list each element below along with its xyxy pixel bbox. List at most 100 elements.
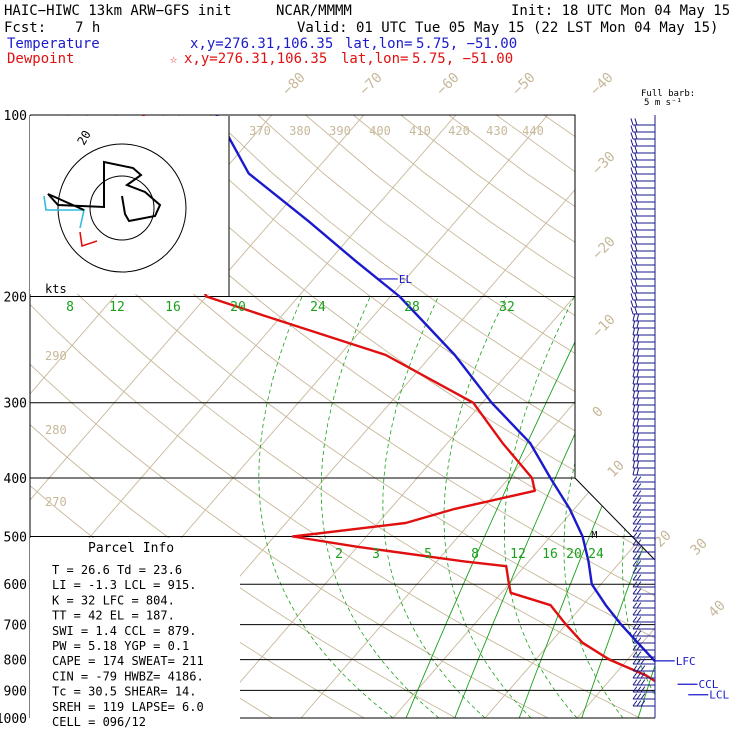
wind-barb-flag — [634, 125, 638, 133]
mixing-ratio-tick-label: 16 — [542, 547, 558, 562]
wind-barb-flag — [632, 637, 638, 644]
isotherm-tick-label: −60 — [434, 70, 463, 99]
isotherm-tick-label: −50 — [510, 70, 539, 99]
wind-barb-flag — [634, 307, 638, 315]
wind-barb-flag — [636, 665, 642, 672]
hodograph-trace-black — [47, 160, 162, 223]
wind-barb-flag — [634, 286, 638, 294]
wind-barb-flag — [634, 153, 638, 161]
wind-barb-flag — [634, 216, 638, 224]
wind-barb-flag — [636, 405, 640, 413]
wind-barb-flag — [632, 609, 638, 616]
wind-barb-flag — [632, 468, 636, 476]
wind-barb-flag — [636, 342, 640, 350]
wind-barb-flag — [636, 679, 642, 686]
wind-barb-flag — [634, 167, 638, 175]
theta-tick-label: 410 — [409, 124, 431, 138]
wind-barb-flag — [632, 461, 636, 469]
wind-barb-flag — [632, 616, 638, 623]
dry-adiabat-line — [353, 115, 655, 718]
wind-barb-flag — [632, 693, 638, 700]
wind-barb-flag — [634, 265, 638, 273]
wind-barb-flag — [632, 658, 638, 665]
wind-barb-flag — [634, 237, 638, 245]
theta-tick-label: 280 — [45, 423, 67, 437]
wind-barb-flag — [632, 426, 636, 434]
wind-barb-flag — [636, 426, 640, 434]
parcel-info-row: CIN = -79 HWBZ= 4186. — [52, 669, 204, 683]
dry-adiabat-line — [114, 115, 655, 718]
wind-barb-flag — [632, 433, 636, 441]
wind-barb-flag — [630, 118, 634, 126]
isotherm-tick-label: 40 — [706, 598, 729, 621]
wind-barb-flag — [632, 497, 638, 504]
wind-barb-flag — [632, 398, 636, 406]
isotherm-line — [392, 115, 655, 718]
pressure-tick-label: 100 — [4, 109, 27, 124]
wind-barb-flag — [632, 546, 638, 553]
mixing-ratio-tick-label: 28 — [404, 300, 420, 315]
temperature-latlon-label: lat,lon= — [345, 36, 412, 52]
dry-adiabat-line — [162, 115, 655, 718]
wind-barb-flag — [630, 202, 634, 210]
dry-adiabat-line — [448, 115, 655, 718]
parcel-info-row: T = 26.6 Td = 23.6 — [52, 563, 182, 577]
wind-barb-flag — [636, 433, 640, 441]
theta-tick-label: 400 — [369, 124, 391, 138]
wind-barb-flag — [632, 314, 636, 322]
parcel-info-panel: Parcel Info T = 26.6 Td = 23.6LI = -1.3 … — [30, 538, 240, 729]
isotherm-tick-label: −10 — [590, 312, 619, 341]
wind-barb-flag — [636, 546, 642, 553]
wind-barb-flag — [640, 686, 646, 693]
isotherm-line — [30, 115, 365, 718]
level-marker-label: EL — [399, 273, 413, 286]
wind-barb-flag — [634, 132, 638, 140]
theta-tick-label: 430 — [486, 124, 508, 138]
moist-adiabat-line — [622, 296, 655, 718]
mixing-ratio-line — [581, 296, 655, 718]
pressure-tick-label: 400 — [4, 472, 27, 487]
dry-adiabat-line — [687, 115, 740, 718]
pressure-tick-label: 900 — [4, 684, 27, 699]
wind-barb-flag — [636, 623, 642, 630]
temperature-latlon: 5.75, −51.00 — [416, 36, 517, 52]
fcst-label: Fcst: — [4, 20, 46, 36]
parcel-info-row: SREH = 119 LAPSE= 6.0 — [52, 700, 204, 714]
hodograph-trace-cyan — [43, 195, 85, 229]
mixing-ratio-tick-label: 12 — [109, 300, 125, 315]
wind-barb-flag — [632, 447, 636, 455]
wind-barb-flag — [636, 560, 642, 567]
mixing-ratio-tick-label: 24 — [588, 547, 604, 562]
wind-barb-flag — [632, 490, 638, 497]
mixing-ratio-tick-label: 3 — [372, 547, 380, 562]
dewpoint-latlon-label: lat,lon= — [341, 51, 408, 67]
wind-barb-flag — [632, 672, 638, 679]
hodograph-inner-ring — [89, 175, 155, 241]
wind-barb-flag — [632, 476, 638, 483]
theta-tick-label: 380 — [289, 124, 311, 138]
wind-barb-column: Full barb: 5 m s⁻¹ — [630, 89, 695, 718]
pressure-tick-label: 800 — [4, 654, 27, 669]
level-marker-label: M — [591, 530, 597, 541]
pressure-tick-label: 200 — [4, 291, 27, 306]
dry-adiabat-line — [257, 115, 655, 718]
wind-barb-flag — [640, 658, 646, 665]
wind-barb-flag — [634, 230, 638, 238]
wind-barb-flag — [634, 202, 638, 210]
wind-barb-flag — [630, 230, 634, 238]
wind-barb-flag — [636, 553, 642, 560]
hodograph-units-label: kts — [45, 282, 67, 296]
pressure-tick-label: 1000 — [0, 712, 27, 727]
wind-barb-flag — [636, 349, 640, 357]
dry-adiabat-line — [30, 115, 549, 718]
mixing-ratio-tick-label: 12 — [510, 547, 526, 562]
mixing-ratio-tick-label: 5 — [424, 547, 432, 562]
wind-barb-flag — [640, 693, 646, 700]
wind-barb-flag — [632, 412, 636, 420]
wind-barb-flag — [630, 258, 634, 266]
mixing-ratio-tick-label: 8 — [471, 547, 479, 562]
isotherm-line — [669, 115, 740, 718]
dry-adiabat-line — [30, 115, 641, 718]
wind-barb-flag — [636, 398, 640, 406]
